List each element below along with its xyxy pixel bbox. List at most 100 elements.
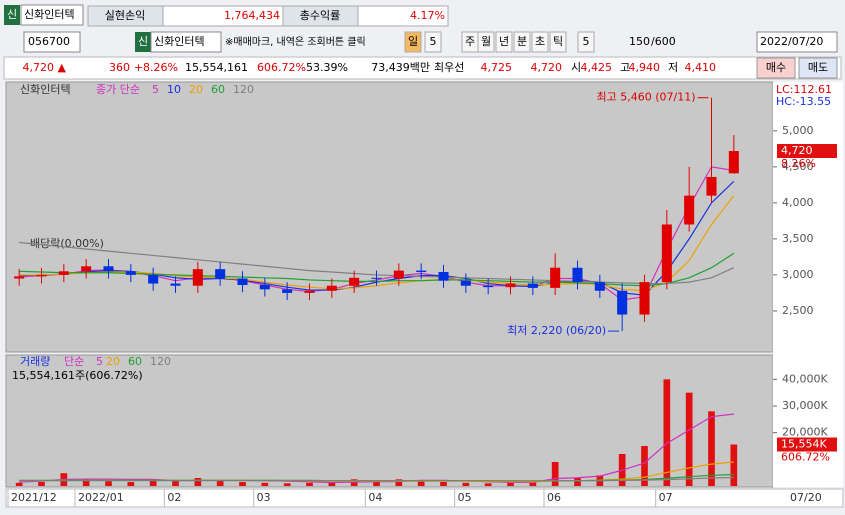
quote-bar — [3, 56, 842, 80]
quote-field: 최우선 — [434, 61, 464, 74]
candle-body — [282, 289, 293, 293]
candle-body — [684, 195, 695, 225]
volume-bar — [239, 482, 246, 486]
stock-box — [150, 31, 222, 53]
code-box[interactable] — [23, 31, 81, 53]
y-tick-label: 5,000 — [782, 124, 814, 137]
period-label: 틱 — [553, 35, 563, 48]
volume-bar — [417, 480, 425, 486]
volume-title: 거래량 — [20, 355, 50, 368]
legend-entry: 10 — [167, 83, 181, 96]
volume-ma-line — [19, 476, 734, 482]
period-button[interactable] — [549, 31, 567, 53]
x-tick-label: 2022/01 — [78, 491, 124, 504]
quote-field: +8.26% — [134, 61, 178, 74]
order-button[interactable] — [756, 57, 796, 79]
volume-bar — [127, 482, 135, 486]
volume-bar — [373, 481, 380, 486]
last-price: 4,720 — [781, 144, 813, 157]
x-tick-label: 02 — [167, 491, 181, 504]
legend-entry: 60 — [211, 83, 225, 96]
candle-body — [259, 285, 270, 290]
last-price-box — [777, 144, 837, 158]
y-tick-label: 2,500 — [782, 304, 814, 317]
volume-bar — [350, 479, 358, 486]
volume-legend-entry: 120 — [150, 355, 171, 368]
volume-bar — [283, 483, 291, 486]
badge — [135, 32, 151, 52]
volume-bar — [82, 479, 90, 486]
period-button[interactable] — [424, 31, 442, 53]
candle-body — [639, 282, 650, 315]
volume-bar — [551, 462, 559, 486]
ma-label: 종가 단순 — [96, 83, 140, 96]
x-tick-label: 05 — [458, 491, 472, 504]
last-volume-change: 606.72% — [781, 451, 830, 464]
candle-body — [438, 272, 449, 281]
ret-label: 총수익률 — [300, 9, 340, 22]
candle-body — [460, 280, 471, 286]
volume-bar — [574, 478, 581, 486]
period-label: 일 — [408, 34, 418, 48]
value-box — [357, 5, 449, 27]
low-annotation: 최저 2,220 (06/20) — [507, 324, 606, 337]
candle-body — [192, 269, 203, 286]
badge-text: 신 — [138, 35, 148, 48]
y-tick-label: 30,000K — [782, 399, 828, 412]
stock-name: 신화인터텍 — [154, 35, 205, 48]
date: 2022/07/20 — [760, 35, 823, 48]
quote-field: 15,554,161 — [185, 61, 248, 74]
candle-body — [170, 283, 181, 286]
x-tick-label: 2021/12 — [11, 491, 57, 504]
candle-body — [505, 283, 516, 288]
period-label: 초 — [535, 35, 545, 48]
legend-entry: 5 — [152, 83, 159, 96]
candle-body — [527, 283, 538, 288]
volume-info: 15,554,161주(606.72%) — [12, 369, 143, 382]
quote-field: 360 — [109, 61, 130, 74]
ret-value: 4.17% — [410, 9, 445, 22]
period-button[interactable] — [513, 31, 531, 53]
quote-field: 606.72% — [257, 61, 306, 74]
period-button[interactable] — [531, 31, 549, 53]
date-box[interactable] — [756, 31, 838, 53]
last-change: 8.26% — [781, 157, 816, 170]
order-button[interactable] — [798, 57, 838, 79]
stock-box[interactable] — [20, 4, 84, 26]
volume-legend-entry: 60 — [128, 355, 142, 368]
y-tick-label: 20,000K — [782, 426, 828, 439]
lc: LC:112.61 — [776, 83, 832, 96]
candle-body — [661, 224, 672, 283]
volume-ma-label: 단순 — [64, 355, 84, 368]
candle-body — [14, 276, 25, 279]
volume-bar — [216, 480, 224, 486]
period-label: 5 — [430, 35, 437, 48]
y-tick-label: 4,000 — [782, 196, 814, 209]
period-button[interactable] — [477, 31, 495, 53]
quote-field: 4,425 — [581, 61, 613, 74]
price-panel — [5, 81, 774, 353]
legend-entry: 120 — [233, 83, 254, 96]
candle-body — [617, 290, 628, 315]
candle-body — [326, 285, 337, 291]
volume-legend-entry: 20 — [106, 355, 120, 368]
last-volume: 15,554K — [781, 438, 827, 451]
candle-body — [550, 267, 561, 288]
badge — [4, 5, 20, 25]
period-button[interactable] — [495, 31, 513, 53]
hc: HC:-13.55 — [776, 95, 831, 108]
period-button[interactable] — [577, 31, 595, 53]
period-button[interactable] — [404, 31, 422, 53]
quote-field: 고 — [620, 61, 630, 74]
volume-bar — [663, 379, 671, 486]
volume-bar — [261, 482, 269, 486]
period-label: 5 — [583, 35, 590, 48]
candle-body — [594, 282, 605, 291]
legend-entry: 20 — [189, 83, 203, 96]
period-label: 분 — [517, 35, 527, 48]
candle-body — [349, 277, 360, 286]
quote-field: 4,720 ▲ — [23, 61, 67, 74]
quote-field: 4,725 — [481, 61, 513, 74]
